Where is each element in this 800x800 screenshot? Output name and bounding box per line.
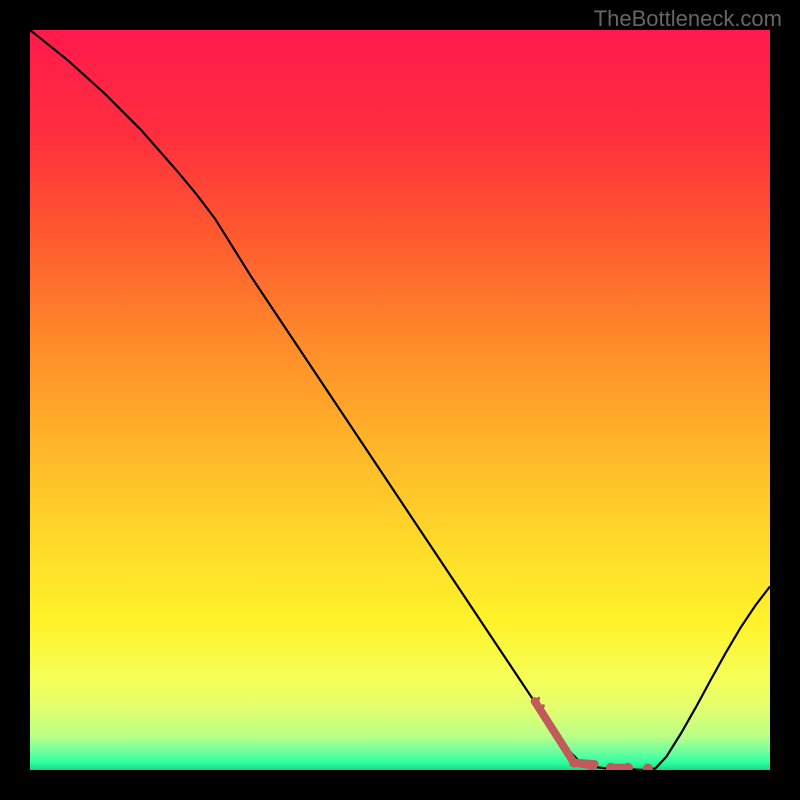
plot-area — [30, 30, 770, 770]
optimal-zone-markers — [30, 30, 770, 770]
watermark-text: TheBottleneck.com — [594, 6, 782, 32]
